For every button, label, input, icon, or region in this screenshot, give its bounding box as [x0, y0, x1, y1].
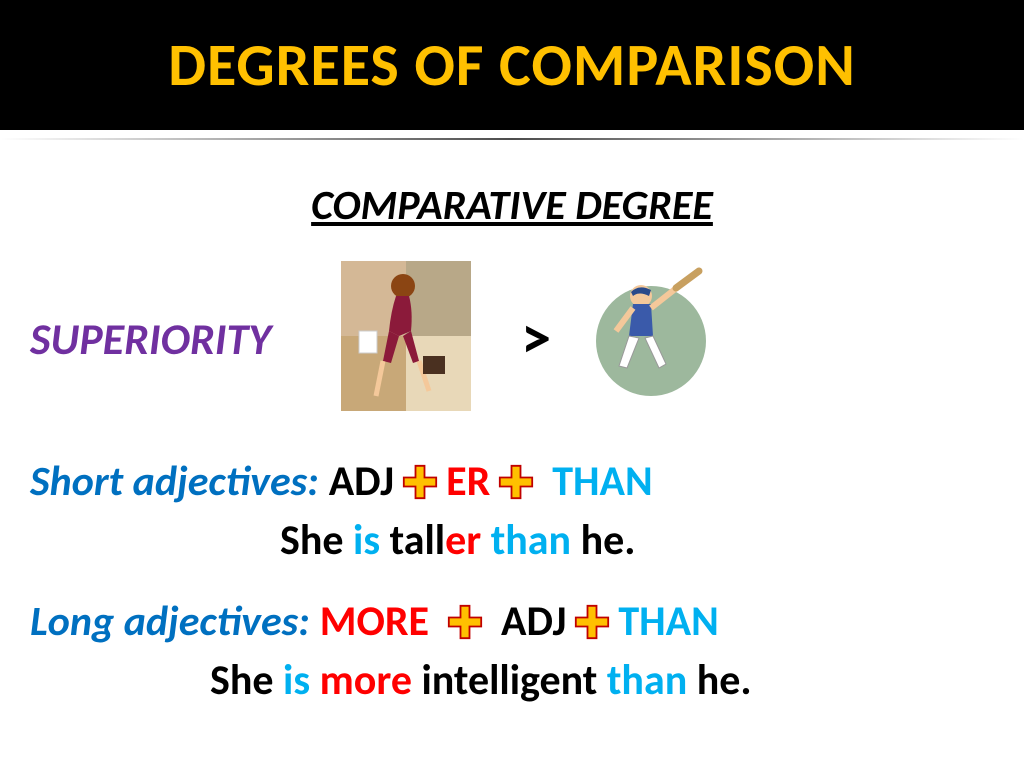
superiority-row: SUPERIORITY > — [30, 261, 994, 416]
short-adj-example: She is taller than he. — [30, 515, 994, 566]
formula-more: MORE — [320, 596, 429, 647]
formula-than: THAN — [618, 596, 718, 647]
plus-icon — [574, 604, 610, 640]
short-adjectives-formula: Short adjectives: ADJ ER THAN — [30, 456, 994, 507]
plus-icon — [498, 464, 534, 500]
slide-header: DEGREES OF COMPARISON — [0, 0, 1024, 130]
formula-than: THAN — [552, 456, 652, 507]
long-adj-example: She is more intelligent than he. — [30, 655, 994, 706]
greater-than-symbol: > — [521, 302, 551, 375]
slide-content: COMPARATIVE DEGREE SUPERIORITY > — [0, 140, 1024, 706]
formula-adj: ADJ — [329, 456, 394, 507]
long-adjectives-formula: Long adjectives: MORE ADJ THAN — [30, 596, 994, 647]
subtitle: COMPARATIVE DEGREE — [30, 180, 994, 231]
plus-icon — [402, 464, 438, 500]
short-adj-label: Short adjectives: — [30, 456, 319, 507]
plus-icon — [447, 604, 483, 640]
long-adj-label: Long adjectives: — [30, 596, 310, 647]
superiority-label: SUPERIORITY — [30, 312, 271, 366]
formula-er: ER — [446, 456, 490, 507]
slide-title: DEGREES OF COMPARISON — [168, 29, 856, 102]
businesswoman-illustration — [341, 261, 471, 416]
formula-adj: ADJ — [501, 596, 566, 647]
baseball-player-illustration — [581, 266, 711, 411]
